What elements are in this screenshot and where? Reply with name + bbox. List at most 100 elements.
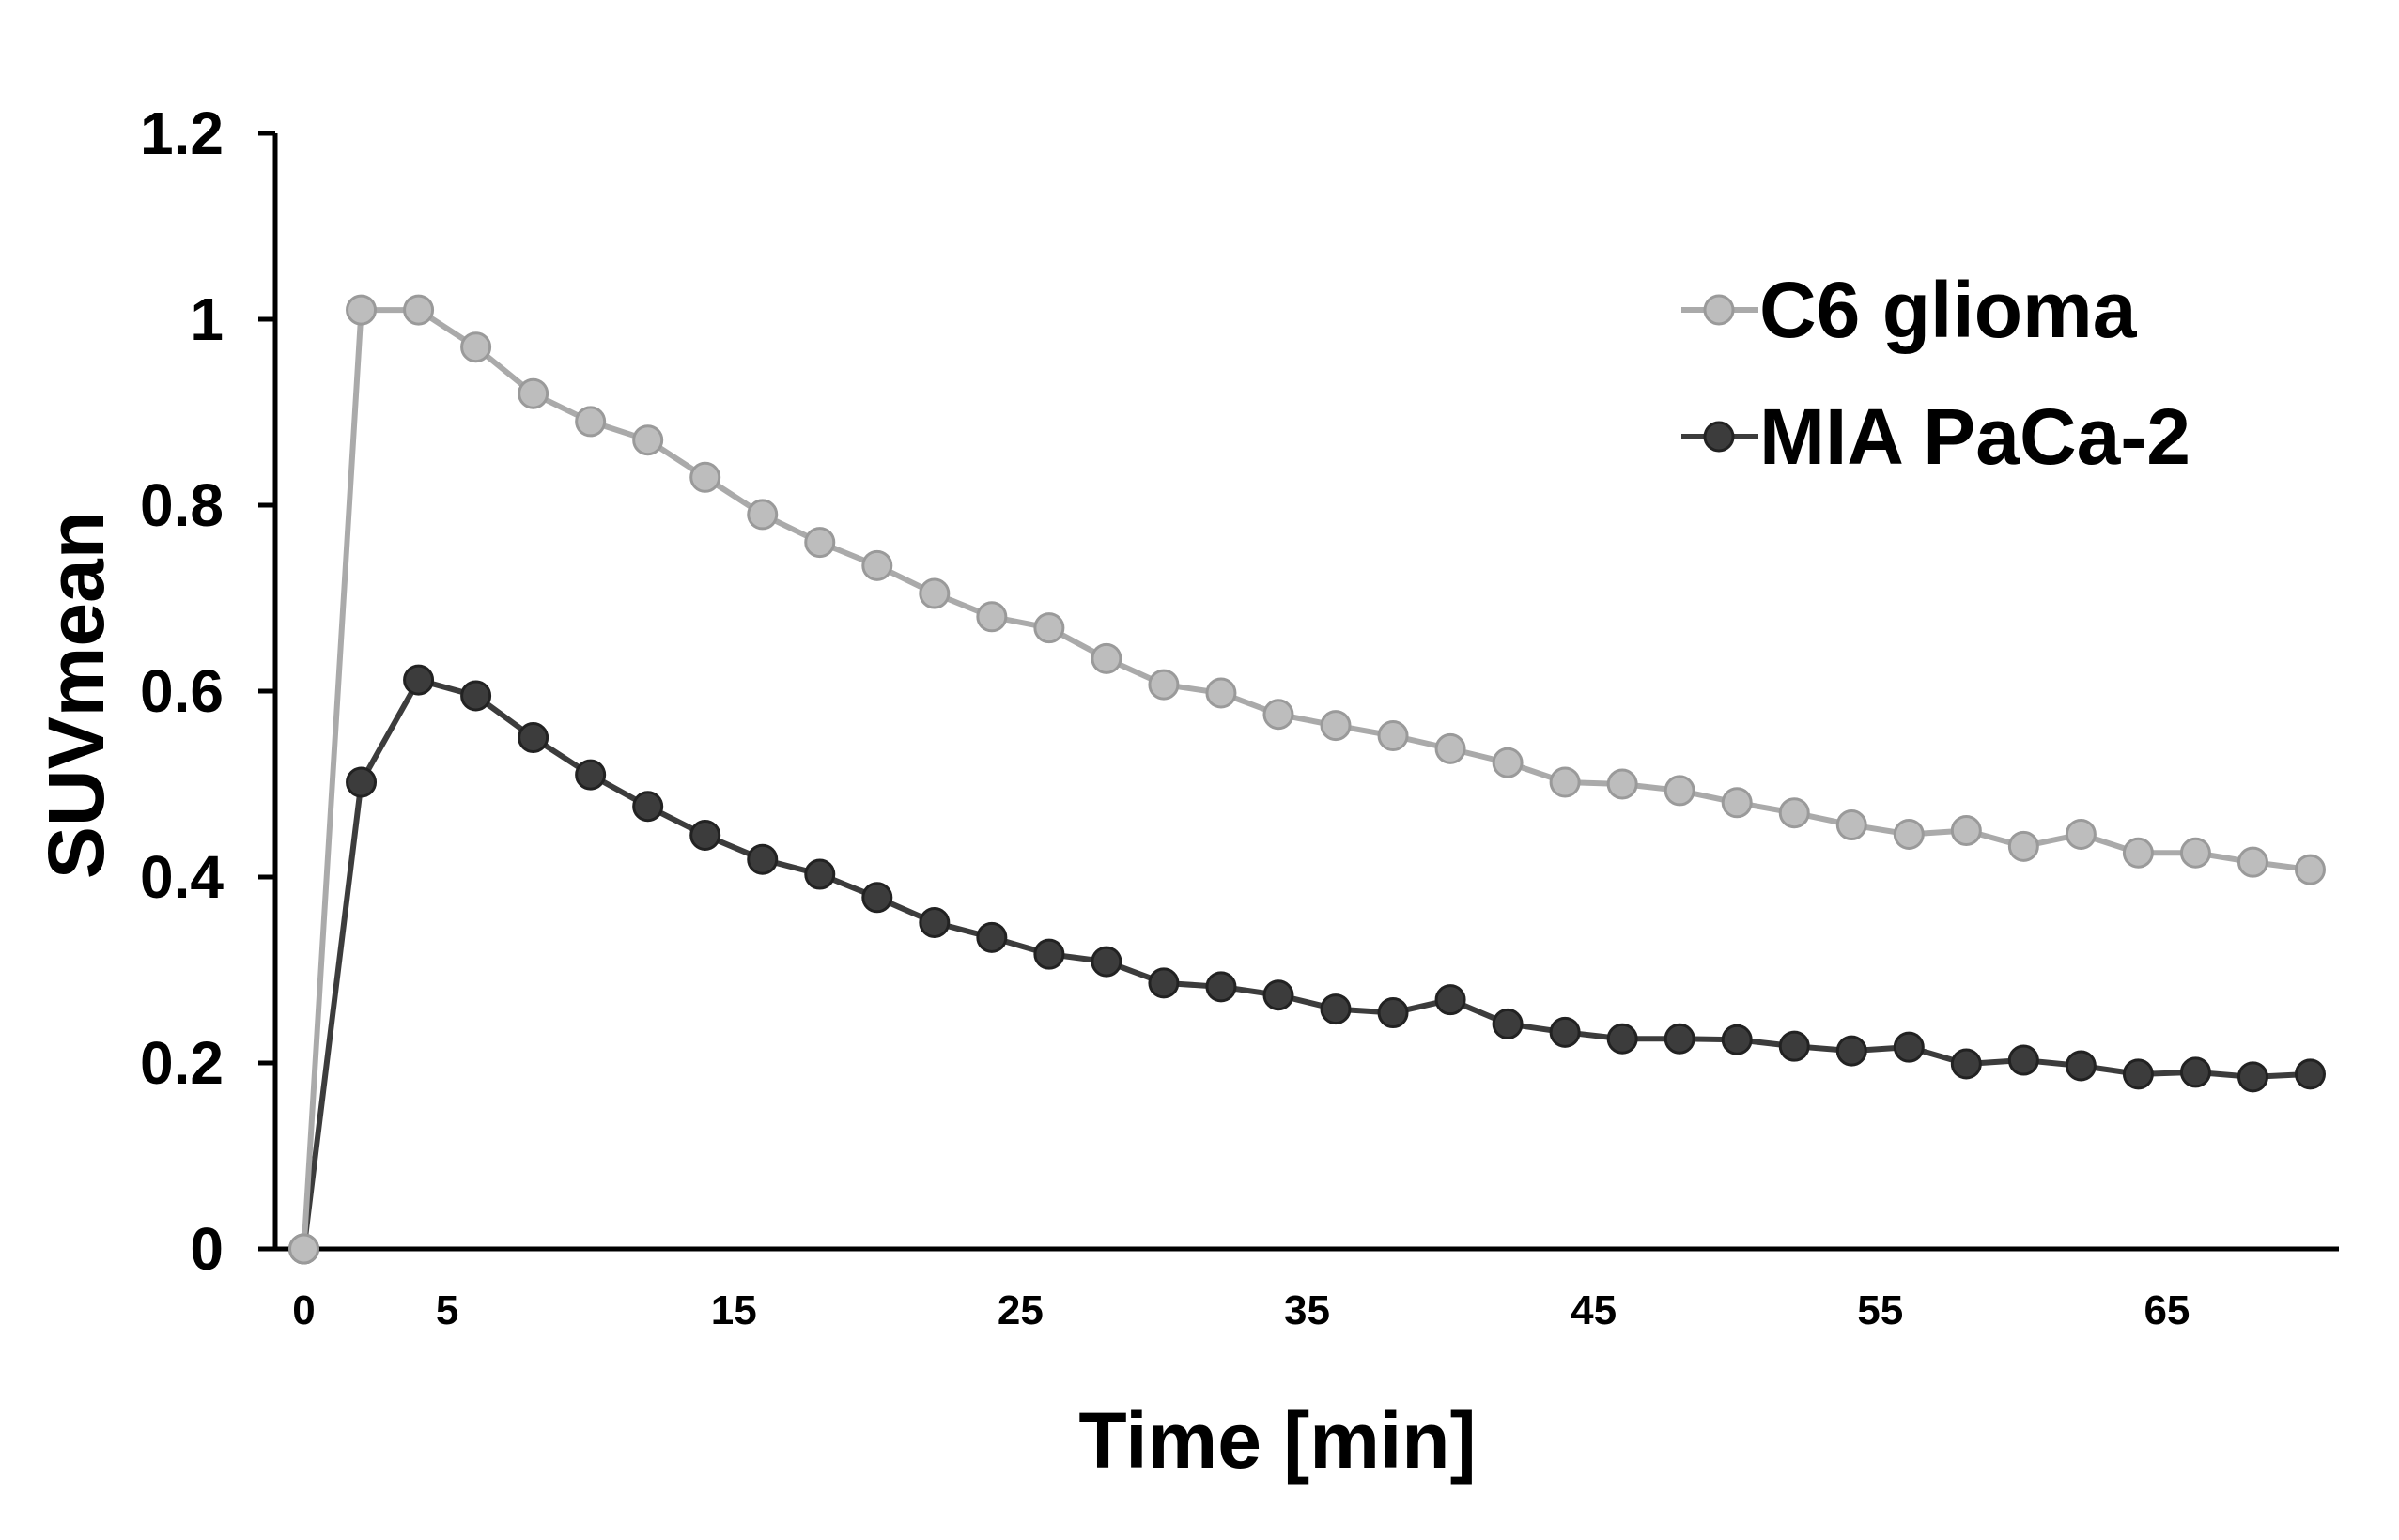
data-point-c6-glioma: [1033, 612, 1065, 644]
data-point-c6-glioma: [1148, 669, 1180, 701]
data-point-mia-paca-2: [1549, 1016, 1581, 1048]
y-tick-label: 0.6: [140, 657, 224, 725]
x-tick-label: 55: [1857, 1287, 1903, 1333]
x-tick-label: 25: [998, 1287, 1044, 1333]
data-point-c6-glioma: [1664, 775, 1695, 807]
x-axis-title: Time [min]: [1078, 1396, 1476, 1485]
data-point-c6-glioma: [2065, 818, 2097, 850]
data-point-mia-paca-2: [747, 843, 779, 875]
x-tick-label: 65: [2144, 1287, 2190, 1333]
data-point-c6-glioma: [1320, 710, 1352, 742]
data-point-mia-paca-2: [2294, 1058, 2326, 1090]
data-point-mia-paca-2: [1377, 997, 1409, 1029]
data-point-c6-glioma: [1262, 699, 1294, 731]
legend-entry-c6-glioma: C6 glioma: [1681, 266, 2138, 354]
data-point-mia-paca-2: [1778, 1030, 1810, 1062]
data-point-mia-paca-2: [518, 722, 549, 753]
data-point-mia-paca-2: [976, 921, 1008, 953]
legend-marker-mia-paca-2: [1703, 421, 1735, 453]
y-tick-label: 1.2: [140, 100, 224, 167]
data-point-c6-glioma: [861, 549, 893, 581]
data-point-mia-paca-2: [1148, 967, 1180, 999]
data-point-c6-glioma: [747, 499, 779, 531]
data-point-mia-paca-2: [1893, 1031, 1925, 1063]
data-point-c6-glioma: [575, 406, 607, 438]
series-line-mia-paca-2: [301, 677, 2311, 1250]
data-point-mia-paca-2: [1835, 1035, 1867, 1067]
data-point-c6-glioma: [1377, 720, 1409, 752]
data-point-c6-glioma: [632, 424, 664, 456]
data-point-mia-paca-2: [1033, 938, 1065, 970]
data-point-mia-paca-2: [2179, 1056, 2211, 1088]
data-point-mia-paca-2: [1721, 1024, 1753, 1055]
data-point-c6-glioma: [1492, 747, 1524, 778]
data-point-mia-paca-2: [1434, 984, 1466, 1016]
data-point-mia-paca-2: [460, 680, 492, 712]
data-point-mia-paca-2: [1262, 979, 1294, 1011]
data-point-mia-paca-2: [575, 759, 607, 791]
data-point-c6-glioma: [1434, 732, 1466, 764]
plot-series: [288, 294, 2326, 1265]
series-mia-paca-2: [288, 664, 2326, 1265]
data-point-mia-paca-2: [632, 791, 664, 823]
data-point-c6-glioma: [689, 461, 721, 493]
data-point-c6-glioma: [1721, 787, 1753, 819]
data-point-c6-glioma: [1835, 809, 1867, 841]
data-point-mia-paca-2: [403, 664, 435, 696]
data-point-c6-glioma: [1549, 766, 1581, 798]
x-tick-label: 45: [1571, 1287, 1617, 1333]
data-point-mia-paca-2: [2065, 1050, 2097, 1082]
data-point-c6-glioma: [1950, 815, 1982, 846]
data-point-mia-paca-2: [919, 907, 951, 939]
data-point-mia-paca-2: [1320, 993, 1352, 1025]
legend-label-c6-glioma: C6 glioma: [1759, 266, 2138, 354]
data-point-c6-glioma: [2294, 854, 2326, 886]
data-point-mia-paca-2: [346, 766, 378, 798]
data-point-mia-paca-2: [2122, 1058, 2154, 1090]
data-point-mia-paca-2: [1950, 1048, 1982, 1080]
data-point-c6-glioma: [346, 294, 378, 326]
legend: C6 glioma MIA PaCa-2: [1681, 266, 2190, 481]
data-point-c6-glioma: [288, 1233, 320, 1265]
data-point-c6-glioma: [2007, 830, 2039, 862]
data-point-c6-glioma: [2179, 837, 2211, 869]
data-point-c6-glioma: [804, 527, 836, 559]
data-point-mia-paca-2: [2007, 1044, 2039, 1076]
data-point-c6-glioma: [460, 331, 492, 363]
data-point-c6-glioma: [1205, 677, 1237, 709]
y-tick-label: 0.8: [140, 471, 224, 539]
x-tick-label: 0: [292, 1287, 315, 1333]
data-point-c6-glioma: [1893, 818, 1925, 850]
data-point-mia-paca-2: [1492, 1008, 1524, 1040]
data-point-mia-paca-2: [1205, 971, 1237, 1003]
y-ticks: 0 0.2 0.4 0.6 0.8 1 1.2: [140, 100, 275, 1283]
data-point-c6-glioma: [1778, 797, 1810, 829]
data-point-mia-paca-2: [1091, 946, 1122, 978]
data-point-c6-glioma: [2122, 837, 2154, 869]
data-point-c6-glioma: [1091, 642, 1122, 674]
series-c6-glioma: [288, 294, 2326, 1265]
y-tick-label: 0.2: [140, 1029, 224, 1097]
x-tick-label: 35: [1284, 1287, 1330, 1333]
data-point-mia-paca-2: [1664, 1023, 1695, 1055]
data-point-mia-paca-2: [689, 819, 721, 851]
data-point-mia-paca-2: [2236, 1061, 2268, 1093]
x-tick-label: 5: [436, 1287, 458, 1333]
y-tick-label: 0.4: [140, 843, 224, 911]
legend-entry-mia-paca-2: MIA PaCa-2: [1681, 393, 2190, 481]
data-point-c6-glioma: [518, 377, 549, 409]
x-ticks: 0 5 15 25 35 45 55 65: [292, 1287, 2190, 1333]
x-tick-label: 15: [711, 1287, 757, 1333]
y-axis-title: SUVmean: [32, 511, 120, 879]
legend-label-mia-paca-2: MIA PaCa-2: [1759, 393, 2190, 481]
data-point-mia-paca-2: [804, 858, 836, 890]
data-point-c6-glioma: [403, 294, 435, 326]
data-point-c6-glioma: [1606, 768, 1638, 800]
data-point-c6-glioma: [919, 578, 951, 609]
y-tick-label: 1: [190, 285, 224, 353]
data-point-mia-paca-2: [861, 882, 893, 914]
data-point-mia-paca-2: [1606, 1023, 1638, 1055]
legend-marker-c6-glioma: [1703, 294, 1735, 326]
data-point-c6-glioma: [976, 601, 1008, 633]
